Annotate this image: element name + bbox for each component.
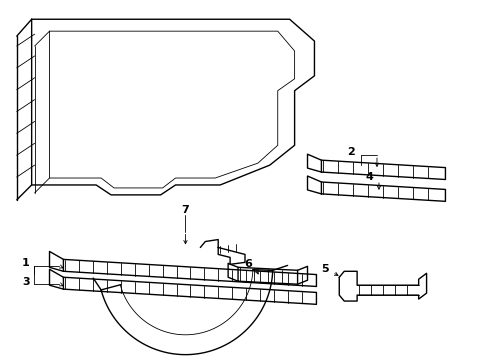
Text: 4: 4 [365,172,372,182]
Text: 5: 5 [321,264,328,274]
Text: 3: 3 [22,277,29,287]
Text: 2: 2 [346,147,354,157]
Text: 6: 6 [244,259,251,269]
Text: 7: 7 [181,205,189,215]
Text: 1: 1 [22,258,29,268]
